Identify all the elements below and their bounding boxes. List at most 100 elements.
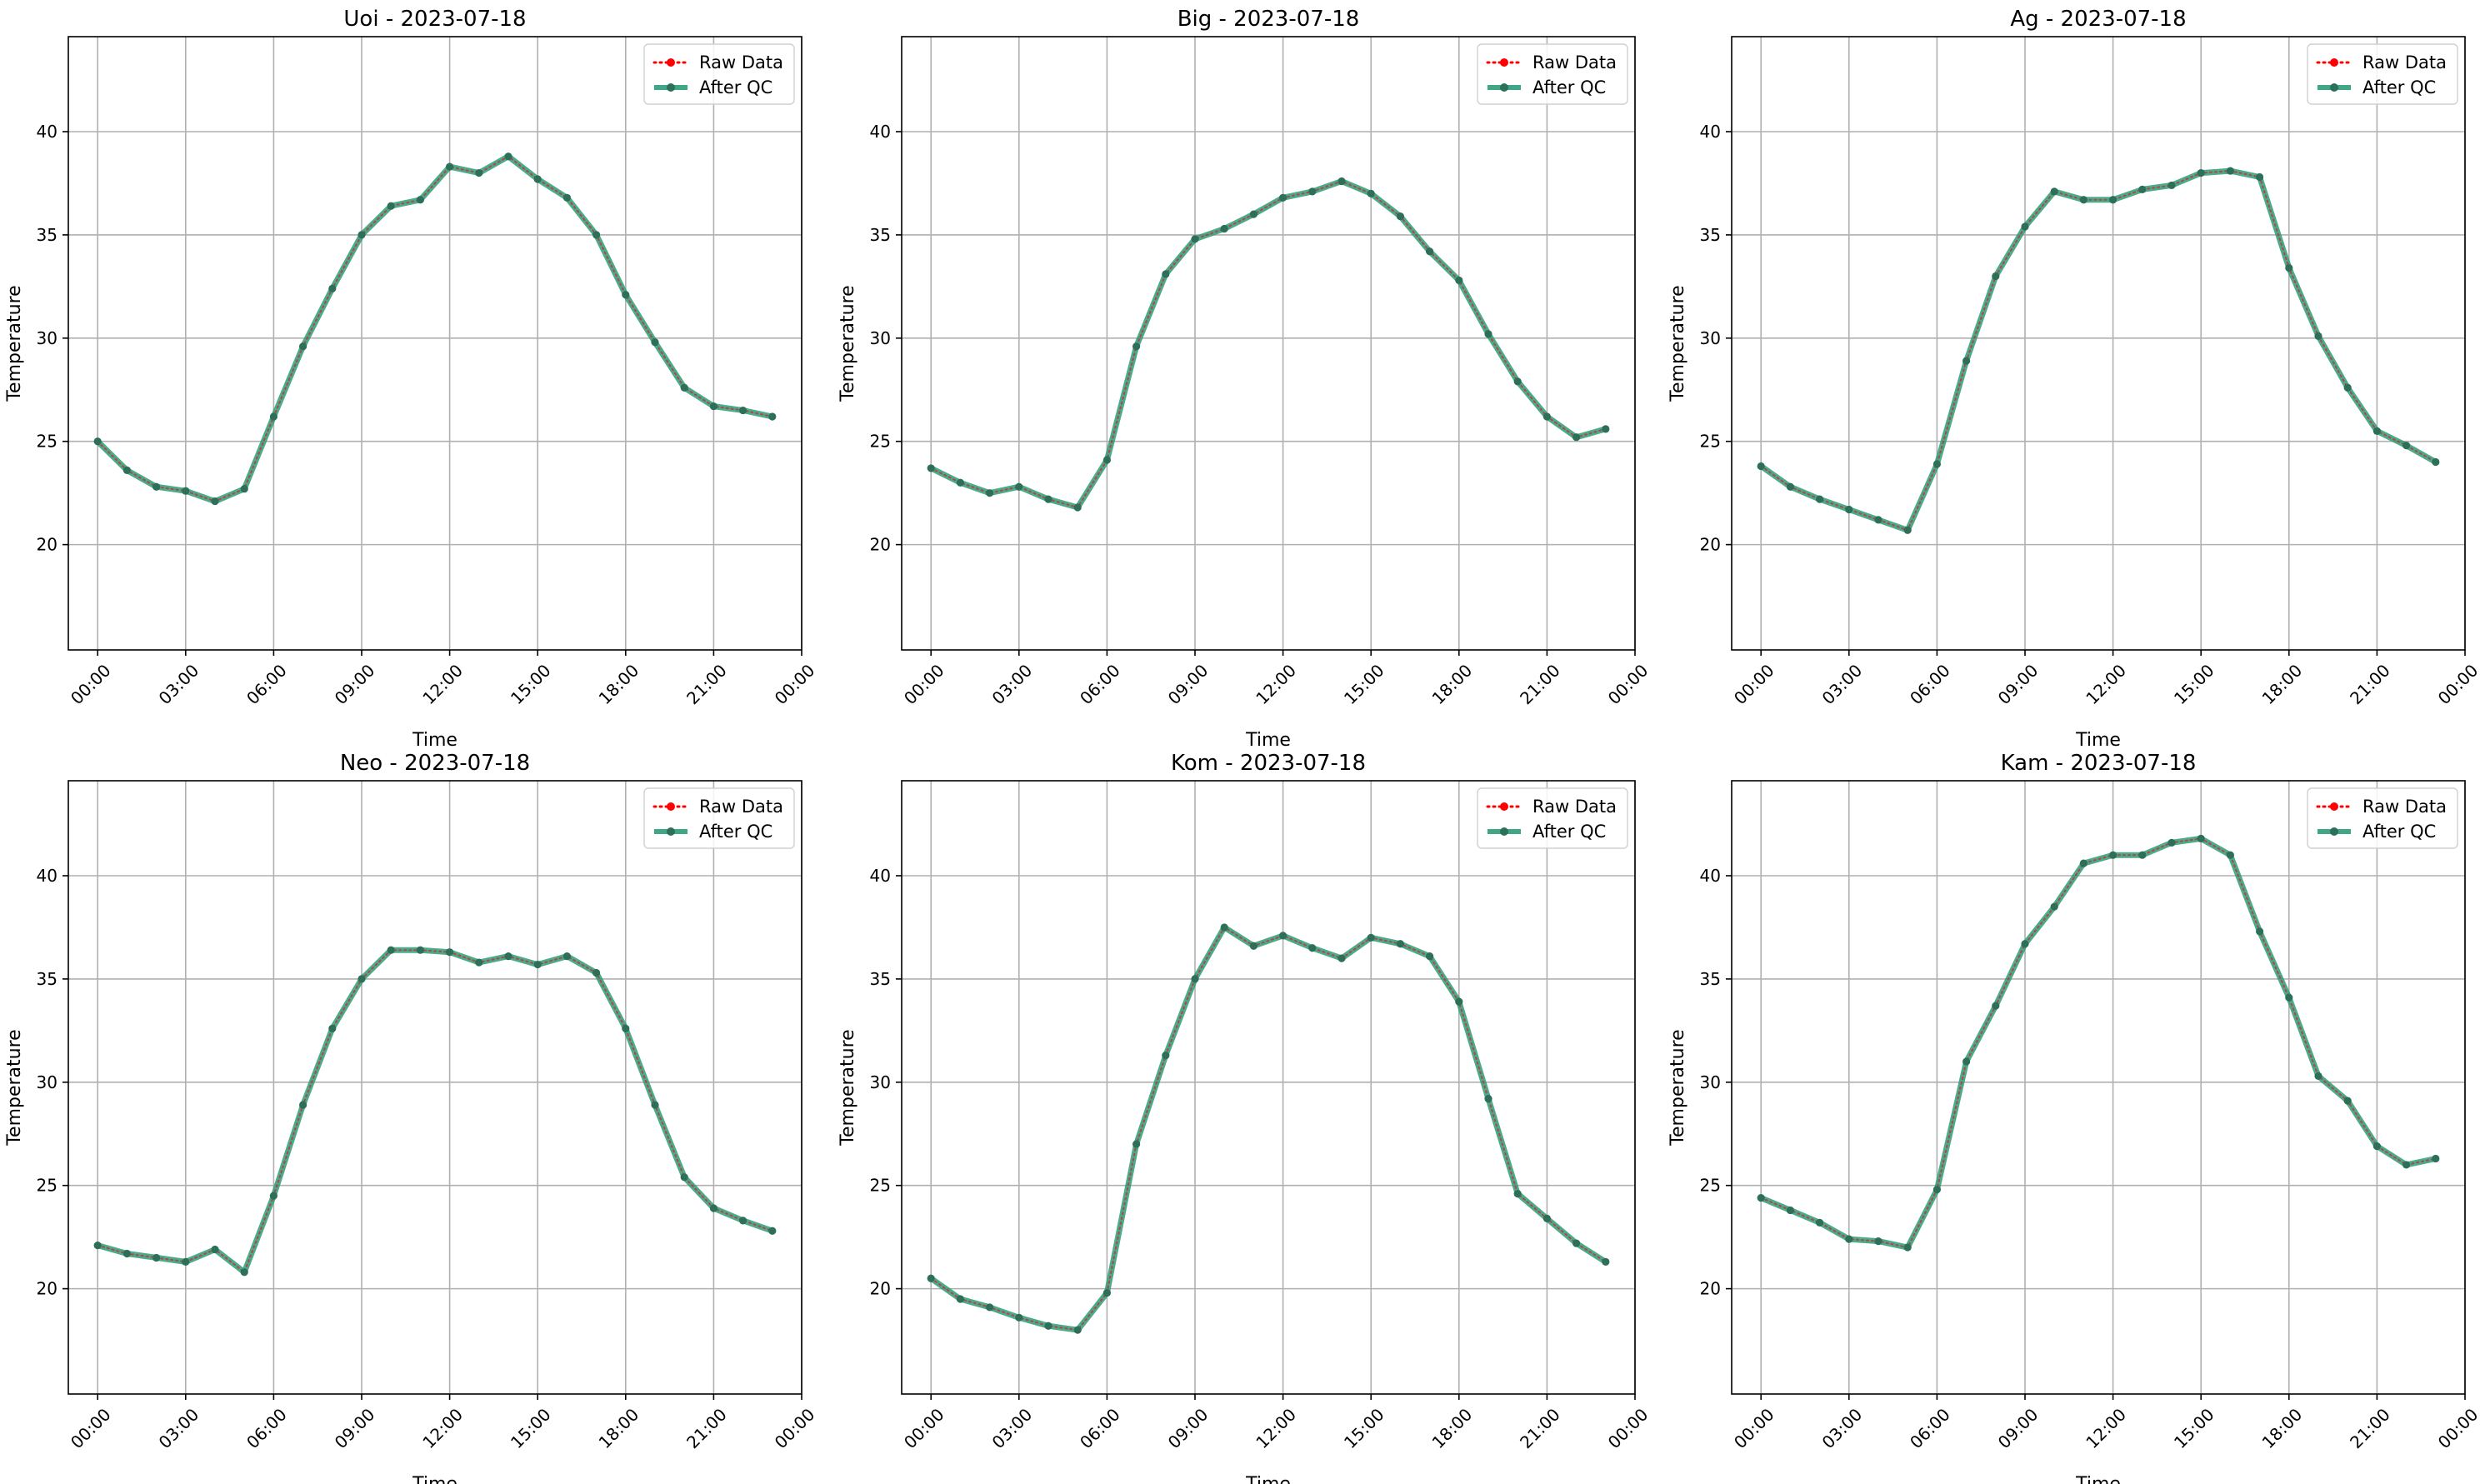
legend-raw-data-marker — [667, 802, 675, 811]
subplot-title: Uoi - 2023-07-18 — [343, 7, 526, 32]
subplot-title: Neo - 2023-07-18 — [340, 751, 530, 776]
data-point — [299, 1101, 308, 1109]
data-point — [1572, 1239, 1581, 1247]
legend: Raw Data After QC — [643, 787, 795, 849]
plot-area — [68, 781, 802, 1394]
x-tick-label: 18:00 — [595, 660, 643, 708]
legend-after-qc-label: After QC — [699, 77, 772, 97]
data-point — [446, 162, 454, 171]
data-point — [533, 960, 542, 969]
x-tick-label: 15:00 — [2170, 660, 2218, 708]
data-point — [416, 946, 424, 954]
x-tick-label: 12:00 — [2082, 660, 2130, 708]
legend-raw-data-label: Raw Data — [699, 52, 783, 72]
data-point — [1903, 1243, 1912, 1252]
data-point — [182, 487, 190, 495]
legend-raw-data-label: Raw Data — [1532, 52, 1617, 72]
legend-after-qc-marker — [1500, 83, 1508, 92]
y-tick-label: 20 — [870, 535, 891, 555]
plot-area — [1732, 781, 2465, 1394]
axes-frame — [68, 36, 802, 651]
y-axis-label: Temperature — [4, 285, 25, 402]
data-point — [1191, 975, 1199, 983]
data-point — [533, 175, 542, 183]
series-raw-data-line — [97, 949, 773, 1274]
data-point — [768, 1227, 777, 1235]
x-tick-label: 00:00 — [1730, 1404, 1778, 1452]
data-point — [2402, 1161, 2411, 1169]
data-point — [240, 1268, 248, 1277]
data-point — [358, 975, 366, 983]
data-point — [2138, 851, 2147, 859]
data-point — [986, 1303, 994, 1312]
y-tick-label: 25 — [870, 432, 891, 452]
data-point — [1338, 177, 1346, 186]
x-tick-label: 03:00 — [988, 1404, 1037, 1452]
x-axis-label: Time — [412, 730, 458, 751]
x-tick-label: 12:00 — [418, 1404, 467, 1452]
x-axis-label: Time — [1245, 730, 1291, 751]
data-point — [1602, 425, 1610, 433]
legend-after-qc-label: After QC — [2362, 77, 2436, 97]
x-tick-label: 18:00 — [1428, 1404, 1477, 1452]
x-tick-label: 06:00 — [1906, 1404, 1954, 1452]
legend-raw-data-label: Raw Data — [699, 797, 783, 817]
data-point — [2314, 332, 2322, 340]
data-point — [1132, 1140, 1141, 1148]
data-point — [1426, 247, 1434, 256]
subplot-4: 20 25 30 35 40 00:00 03:00 06:00 09:00 12:00 15:00… — [4, 751, 818, 1484]
data-point — [2021, 940, 2029, 948]
x-tick-label: 03:00 — [155, 660, 203, 708]
series-raw-data-line — [1760, 169, 2437, 532]
x-tick-label: 00:00 — [1604, 1404, 1652, 1452]
data-point — [328, 284, 337, 292]
data-point — [1367, 189, 1375, 197]
data-point — [1513, 377, 1522, 386]
legend-raw-data-marker — [2330, 58, 2338, 67]
subplot-3: 20 25 30 35 40 00:00 03:00 06:00 09:00 12:00 15:00… — [1668, 7, 2482, 751]
x-tick-label: 00:00 — [900, 660, 948, 708]
y-tick-label: 30 — [870, 328, 891, 348]
y-tick-label: 40 — [870, 122, 891, 142]
y-tick-label: 30 — [1700, 1072, 1721, 1092]
data-point — [2021, 222, 2029, 231]
y-tick-label: 25 — [870, 1176, 891, 1196]
data-point — [2197, 834, 2205, 842]
plot-area — [68, 37, 802, 650]
x-tick-label: 00:00 — [67, 660, 115, 708]
y-tick-label: 35 — [37, 225, 58, 245]
data-point — [93, 1241, 102, 1250]
data-point — [1396, 212, 1404, 221]
data-point — [2079, 196, 2088, 204]
x-tick-label: 21:00 — [682, 660, 731, 708]
data-point — [1308, 187, 1317, 196]
x-tick-label: 21:00 — [1516, 660, 1564, 708]
legend-raw-data-marker — [1500, 802, 1508, 811]
data-point — [240, 485, 248, 493]
y-tick-label: 35 — [870, 969, 891, 989]
y-tick-label: 40 — [1700, 866, 1721, 886]
series-raw-data-line — [930, 926, 1607, 1332]
legend-after-qc-marker — [2330, 83, 2338, 92]
data-point — [1220, 923, 1228, 932]
legend-raw-data-label: Raw Data — [1532, 797, 1617, 817]
data-point — [2109, 196, 2118, 204]
data-point — [2079, 859, 2088, 867]
data-point — [622, 291, 630, 299]
axes-frame — [68, 780, 802, 1395]
y-tick-label: 35 — [1700, 969, 1721, 989]
x-tick-label: 18:00 — [2258, 660, 2307, 708]
legend-raw-data-marker — [2330, 802, 2338, 811]
data-point — [122, 466, 131, 475]
data-point — [152, 482, 161, 491]
axes-frame — [901, 780, 1636, 1395]
plot-area — [902, 37, 1635, 650]
data-point — [1786, 482, 1794, 491]
data-point — [504, 152, 512, 161]
y-tick-label: 20 — [1700, 535, 1721, 555]
data-point — [2197, 168, 2205, 177]
subplot-title: Kom - 2023-07-18 — [1171, 751, 1366, 776]
y-axis-label: Temperature — [838, 1029, 858, 1146]
data-point — [1786, 1206, 1794, 1215]
data-point — [2168, 838, 2176, 847]
